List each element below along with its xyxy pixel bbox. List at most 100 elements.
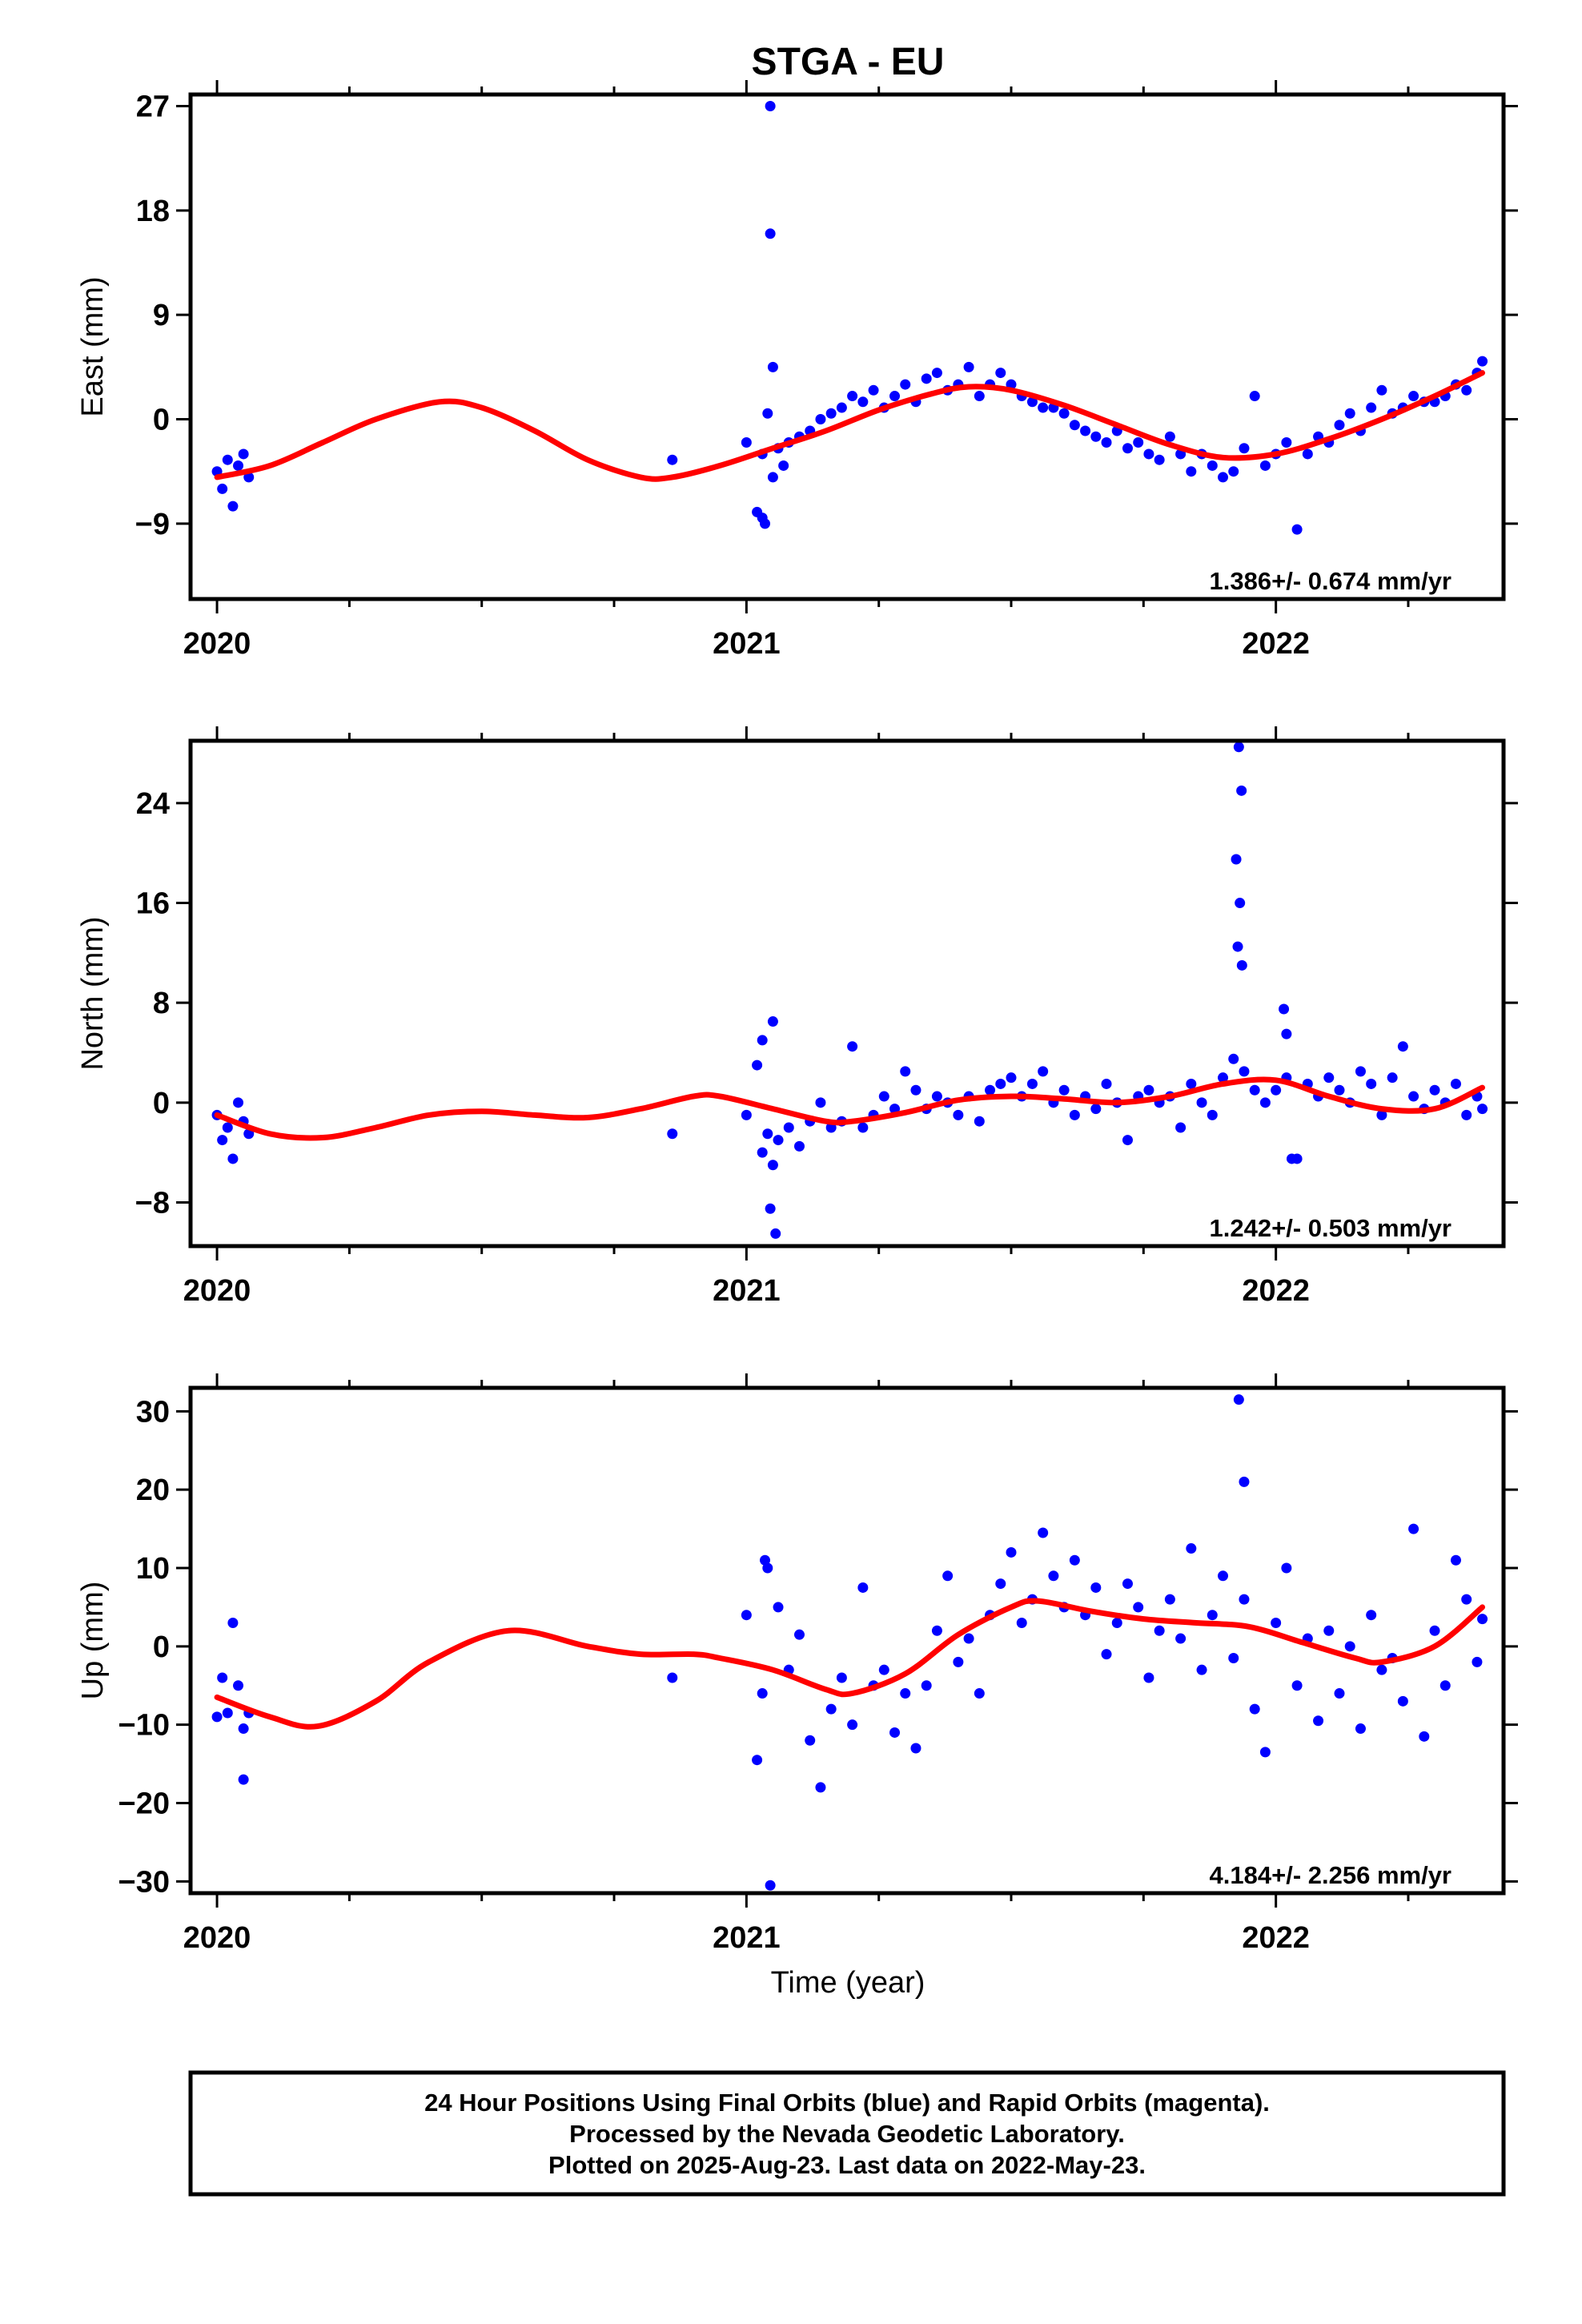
data-point bbox=[836, 402, 847, 413]
data-point bbox=[1239, 1594, 1250, 1605]
plot-area bbox=[211, 1394, 1488, 1891]
data-point bbox=[1450, 1078, 1461, 1089]
data-point bbox=[1038, 402, 1049, 413]
data-point bbox=[1090, 431, 1102, 442]
data-point bbox=[1344, 1641, 1355, 1652]
data-point bbox=[1477, 356, 1488, 367]
data-point bbox=[667, 454, 678, 465]
data-point bbox=[1090, 1582, 1102, 1593]
x-tick-label: 2022 bbox=[1242, 1274, 1310, 1308]
data-point bbox=[1408, 1523, 1419, 1534]
data-point bbox=[1239, 443, 1250, 454]
data-point bbox=[1286, 1153, 1297, 1164]
caption-line-1: 24 Hour Positions Using Final Orbits (bl… bbox=[424, 2089, 1270, 2117]
data-point bbox=[1239, 1066, 1250, 1077]
data-point bbox=[757, 1035, 768, 1046]
data-point bbox=[1143, 1672, 1154, 1683]
data-point bbox=[762, 1562, 773, 1574]
data-point bbox=[1038, 1066, 1049, 1077]
y-tick-label: 0 bbox=[153, 404, 170, 437]
y-tick-label: −10 bbox=[118, 1709, 170, 1743]
data-point bbox=[985, 1084, 996, 1096]
data-point bbox=[1233, 742, 1244, 753]
data-point bbox=[857, 396, 869, 408]
data-point bbox=[1302, 448, 1313, 460]
data-point bbox=[974, 1116, 985, 1127]
data-point bbox=[793, 1140, 805, 1152]
data-point bbox=[757, 1147, 768, 1158]
data-point bbox=[1291, 524, 1303, 535]
data-point bbox=[1236, 959, 1247, 971]
data-point bbox=[931, 1091, 942, 1102]
data-point bbox=[1143, 1084, 1154, 1096]
y-tick-label: 30 bbox=[136, 1395, 170, 1429]
data-point bbox=[217, 483, 228, 494]
data-point bbox=[1218, 1570, 1229, 1582]
data-point bbox=[741, 1109, 752, 1120]
data-point bbox=[995, 368, 1006, 379]
data-point bbox=[1235, 898, 1246, 909]
data-point bbox=[1461, 384, 1472, 396]
plot-area bbox=[211, 742, 1488, 1239]
model-curve bbox=[214, 1598, 1485, 1730]
model-curve bbox=[214, 1076, 1485, 1141]
data-point bbox=[765, 1880, 776, 1891]
data-point bbox=[778, 460, 789, 471]
y-tick-label: −8 bbox=[135, 1186, 170, 1220]
data-point bbox=[857, 1582, 869, 1593]
data-point bbox=[910, 1084, 921, 1096]
data-point bbox=[847, 1719, 858, 1731]
data-point bbox=[227, 1153, 239, 1164]
data-point bbox=[1228, 1053, 1239, 1064]
data-point bbox=[1186, 1078, 1197, 1089]
y-tick-label: 9 bbox=[153, 299, 170, 332]
data-point bbox=[757, 513, 768, 524]
data-point bbox=[974, 1688, 985, 1699]
data-point bbox=[953, 1656, 964, 1667]
y-tick-label: −30 bbox=[118, 1865, 170, 1899]
data-point bbox=[900, 379, 911, 390]
data-point bbox=[1429, 1625, 1440, 1636]
data-point bbox=[211, 1711, 223, 1723]
north-panel: −8 0 8 16 24 2020 2021 2022 1.242+/- 0.503 mm/yr… bbox=[76, 726, 1518, 1308]
data-point bbox=[773, 1135, 784, 1146]
data-point bbox=[910, 1743, 921, 1754]
y-tick-label: 16 bbox=[136, 887, 170, 921]
data-point bbox=[836, 1672, 847, 1683]
data-point bbox=[1164, 431, 1175, 442]
data-point bbox=[1259, 1747, 1271, 1758]
data-point bbox=[1419, 1731, 1430, 1742]
data-point bbox=[667, 1128, 678, 1140]
data-point bbox=[1376, 1109, 1387, 1120]
data-point bbox=[857, 1122, 869, 1133]
data-point bbox=[1376, 1664, 1387, 1675]
data-point bbox=[783, 1122, 794, 1133]
data-point bbox=[1101, 1649, 1112, 1660]
data-point bbox=[974, 391, 985, 402]
y-axis-label: North (mm) bbox=[76, 916, 110, 1070]
data-point bbox=[1232, 941, 1243, 952]
plot-area bbox=[211, 100, 1488, 535]
data-point bbox=[1101, 1078, 1112, 1089]
data-point bbox=[238, 448, 249, 460]
x-axis-label: Time (year) bbox=[771, 1966, 926, 2000]
y-tick-label: 0 bbox=[153, 1630, 170, 1664]
data-point bbox=[1344, 408, 1355, 419]
data-point bbox=[762, 408, 773, 419]
y-tick-label: 10 bbox=[136, 1552, 170, 1586]
y-tick-label: 24 bbox=[136, 787, 170, 821]
data-point bbox=[1196, 1664, 1207, 1675]
data-point bbox=[900, 1688, 911, 1699]
data-point bbox=[1249, 1703, 1260, 1715]
data-point bbox=[963, 361, 974, 372]
data-point bbox=[1080, 425, 1091, 436]
data-point bbox=[752, 1755, 763, 1766]
x-tick-label: 2021 bbox=[713, 627, 781, 661]
plot-frame bbox=[188, 738, 1506, 1248]
data-point bbox=[878, 1091, 889, 1102]
data-point bbox=[805, 1735, 816, 1746]
data-point bbox=[1239, 1476, 1250, 1487]
data-point bbox=[995, 1078, 1006, 1089]
y-axis-label: East (mm) bbox=[76, 276, 110, 416]
data-point bbox=[227, 501, 239, 512]
